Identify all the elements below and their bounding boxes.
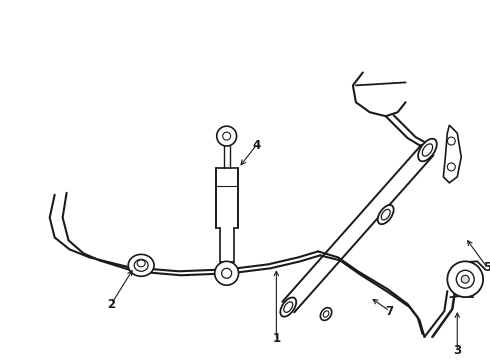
Ellipse shape [418,139,437,161]
Text: 2: 2 [107,298,116,311]
Ellipse shape [280,297,296,317]
Text: 5: 5 [483,261,490,274]
Text: 7: 7 [386,305,394,318]
Circle shape [461,275,469,283]
Circle shape [217,126,237,146]
Text: 3: 3 [453,344,462,357]
Ellipse shape [320,308,332,320]
Circle shape [447,261,483,297]
Circle shape [215,261,239,285]
Text: 1: 1 [272,332,280,345]
Text: 4: 4 [252,139,261,152]
Ellipse shape [378,205,393,224]
Ellipse shape [128,255,154,276]
Polygon shape [443,125,461,183]
